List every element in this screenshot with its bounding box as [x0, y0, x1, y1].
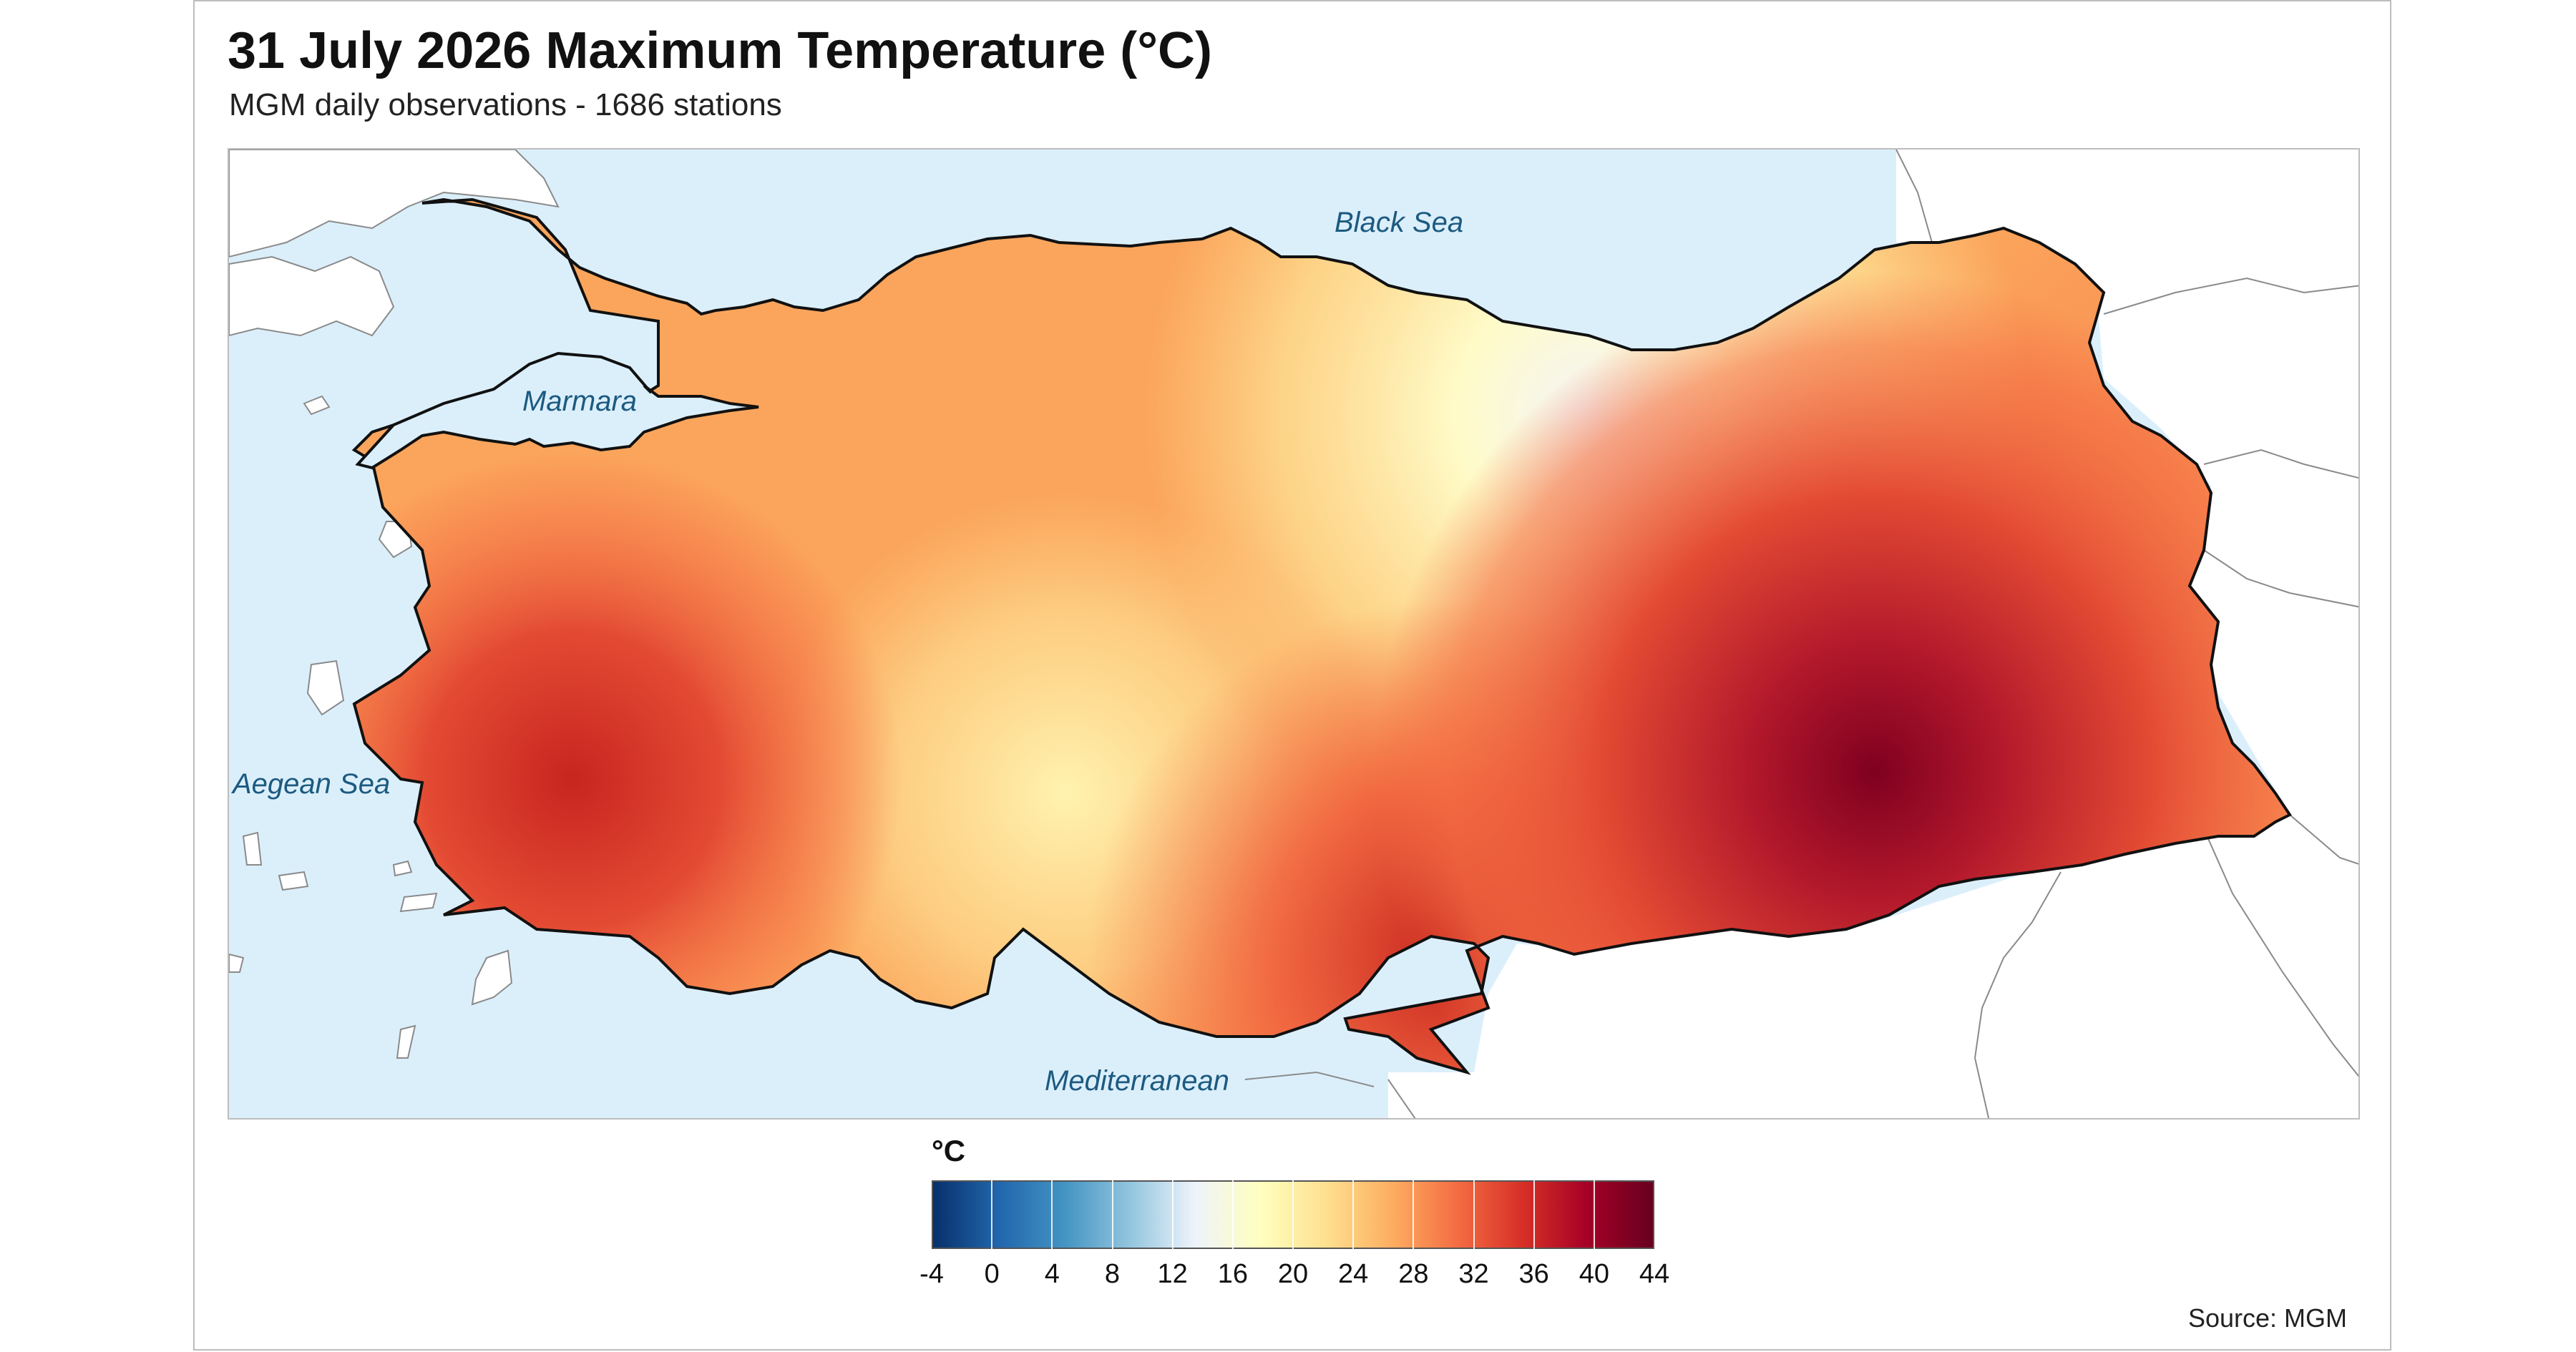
neighbor-land-west — [229, 255, 395, 337]
legend-tick-label: 16 — [1217, 1259, 1248, 1289]
neighbor-land-nw — [229, 150, 560, 258]
neighbor-borders — [1244, 150, 2358, 1118]
legend-tick-mark — [1593, 1180, 1595, 1249]
marmara-sea — [355, 351, 759, 470]
legend-title: °C — [932, 1134, 966, 1167]
legend-tick-mark — [1051, 1180, 1053, 1249]
source-credit: Source: MGM — [2187, 1303, 2347, 1333]
legend-tick-label: 12 — [1157, 1259, 1188, 1289]
map-title: 31 July 2026 Maximum Temperature (°C) — [228, 22, 1212, 79]
legend-tick-label: 28 — [1398, 1259, 1429, 1289]
legend-tick-label: 20 — [1277, 1259, 1309, 1289]
legend-tick-mark — [1171, 1180, 1174, 1249]
sea-label-aegean: Aegean Sea — [231, 768, 390, 800]
neighbor-land-east — [1388, 150, 2358, 1118]
legend-tick-mark — [1111, 1180, 1113, 1249]
legend-tick-mark — [1533, 1180, 1535, 1249]
legend-tick-label: -4 — [919, 1259, 944, 1289]
legend-tick-mark — [991, 1180, 993, 1249]
legend-tick-label: 8 — [1104, 1259, 1121, 1289]
sea-label-black-sea: Black Sea — [1335, 207, 1463, 238]
legend-tick-label: 4 — [1044, 1259, 1060, 1289]
aegean-islands — [229, 395, 513, 1059]
legend-tick-label: 36 — [1518, 1259, 1549, 1289]
legend-tick-label: 0 — [984, 1259, 1000, 1289]
map-subtitle: MGM daily observations - 1686 stations — [229, 87, 782, 122]
sea-label-mediterranean: Mediterranean — [1045, 1065, 1229, 1097]
legend-ticks: -4 0 4 8 12 16 20 24 28 32 36 40 44 — [919, 1180, 1669, 1289]
legend-tick-label: 24 — [1338, 1259, 1369, 1289]
legend-tick-label: 40 — [1579, 1259, 1609, 1289]
legend-tick-mark — [1473, 1180, 1475, 1249]
legend-tick-label: 44 — [1639, 1259, 1670, 1289]
sea-label-marmara: Marmara — [522, 386, 637, 417]
legend-tick-mark — [1231, 1180, 1234, 1249]
temperature-map: Black Sea Marmara Aegean Sea Mediterrane… — [228, 148, 2360, 1120]
legend-tick-mark — [1352, 1180, 1355, 1249]
legend-tick-mark — [1292, 1180, 1294, 1249]
legend-tick-mark — [1413, 1180, 1415, 1249]
map-svg: Black Sea Marmara Aegean Sea Mediterrane… — [229, 150, 2358, 1118]
legend-tick-label: 32 — [1458, 1259, 1489, 1289]
